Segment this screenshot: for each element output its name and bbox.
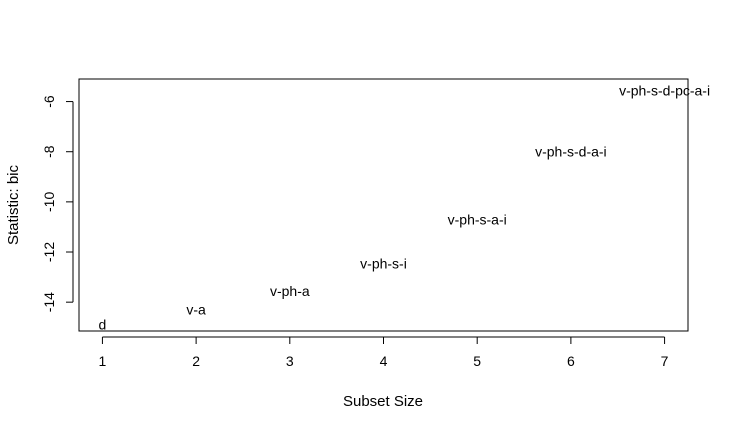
plot-frame <box>78 78 689 332</box>
y-tick-label: -6 <box>41 95 57 108</box>
y-tick-label: -12 <box>41 242 57 262</box>
y-tick-label: -14 <box>41 292 57 312</box>
point-label: v-ph-s-i <box>360 255 407 271</box>
x-tick-label: 6 <box>567 353 575 369</box>
x-tick-label: 5 <box>473 353 481 369</box>
point-label: d <box>99 317 107 333</box>
x-tick-label: 4 <box>380 353 388 369</box>
y-axis-label: Statistic: bic <box>5 164 22 245</box>
point-label: v-ph-s-d-pc-a-i <box>619 82 710 98</box>
x-tick-label: 7 <box>661 353 669 369</box>
point-label: v-ph-a <box>270 283 310 299</box>
point-label: v-ph-s-a-i <box>448 211 507 227</box>
x-tick-label: 2 <box>192 353 200 369</box>
point-label: v-a <box>186 302 206 318</box>
x-axis: 1 2 3 4 5 6 7 <box>99 336 669 369</box>
x-tick-label: 1 <box>99 353 107 369</box>
x-tick-label: 3 <box>286 353 294 369</box>
y-axis: -14 -12 -10 -8 -6 <box>41 95 74 312</box>
point-labels: d v-a v-ph-a v-ph-s-i v-ph-s-a-i v-ph-s-d-a-i… <box>99 82 711 332</box>
y-tick-label: -10 <box>41 192 57 212</box>
y-tick-label: -8 <box>41 145 57 158</box>
point-label: v-ph-s-d-a-i <box>535 144 607 160</box>
x-axis-label: Subset Size <box>343 393 423 410</box>
